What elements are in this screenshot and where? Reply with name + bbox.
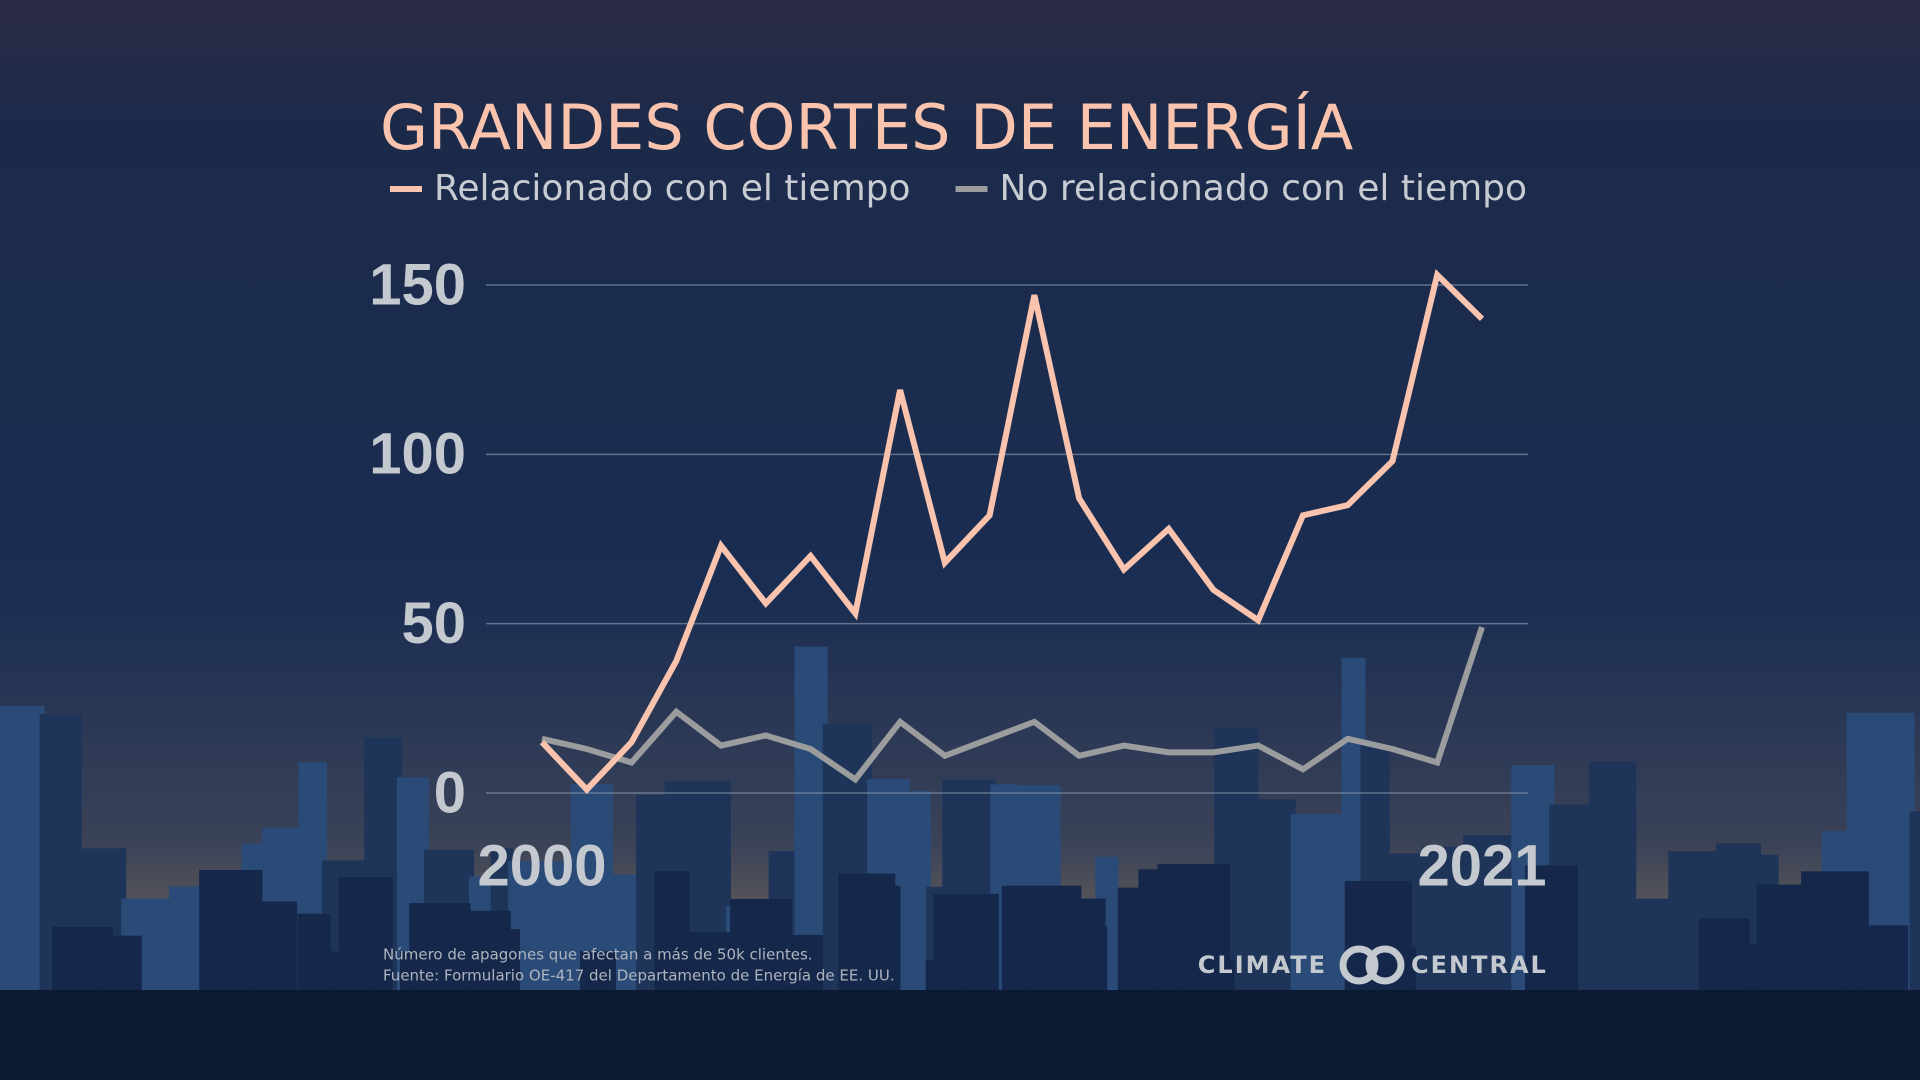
legend-label: No relacionado con el tiempo	[1000, 168, 1528, 209]
data-line	[541, 626, 1485, 784]
note: Fuente: Formulario OE-417 del Departamen…	[383, 967, 895, 985]
logo-icon	[1365, 945, 1405, 985]
ground	[0, 990, 1920, 1080]
y-tick-label: 0	[434, 760, 466, 825]
building	[1909, 811, 1920, 1080]
note: Número de apagones que afectan a más de …	[383, 946, 813, 964]
y-tick-label: 100	[369, 422, 466, 487]
x-tick-label: 2000	[477, 833, 606, 898]
data-line	[539, 268, 1485, 794]
logo-text: CENTRAL	[1411, 951, 1548, 979]
logo-text: CLIMATE	[1198, 951, 1327, 979]
y-tick-label: 50	[401, 591, 466, 656]
x-tick-label: 2021	[1417, 833, 1546, 898]
legend-label: Relacionado con el tiempo	[434, 168, 911, 209]
y-tick-label: 150	[369, 252, 466, 317]
chart-title: GRANDES CORTES DE ENERGÍA	[380, 91, 1353, 164]
logo-icon	[1339, 945, 1379, 985]
